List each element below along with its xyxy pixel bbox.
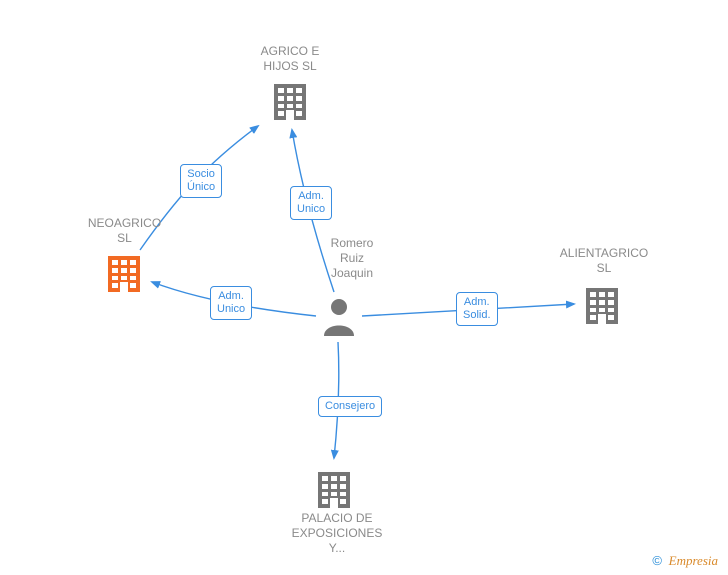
brand-name: Empresia bbox=[669, 553, 718, 568]
building-icon-palacio[interactable] bbox=[316, 468, 352, 508]
edge-label-adm-unico-left: Adm. Unico bbox=[210, 286, 252, 320]
node-label-neoagrico: NEOAGRICO SL bbox=[82, 216, 167, 246]
edge-label-consejero: Consejero bbox=[318, 396, 382, 417]
building-icon-alientagrico[interactable] bbox=[584, 284, 620, 324]
copyright-symbol: © bbox=[652, 553, 662, 568]
node-label-alientagrico: ALIENTAGRICO SL bbox=[554, 246, 654, 276]
node-label-person: Romero Ruiz Joaquin bbox=[322, 236, 382, 281]
copyright: © Empresia bbox=[652, 553, 718, 569]
node-label-agrico: AGRICO E HIJOS SL bbox=[255, 44, 325, 74]
building-icon-agrico[interactable] bbox=[272, 80, 308, 120]
edge-label-socio-unico: Socio Único bbox=[180, 164, 222, 198]
building-icon-neoagrico[interactable] bbox=[106, 252, 142, 292]
node-label-palacio: PALACIO DE EXPOSICIONES Y... bbox=[289, 511, 385, 556]
edge-label-adm-unico-top: Adm. Unico bbox=[290, 186, 332, 220]
edge-label-adm-solid: Adm. Solid. bbox=[456, 292, 498, 326]
person-icon[interactable] bbox=[321, 296, 357, 336]
